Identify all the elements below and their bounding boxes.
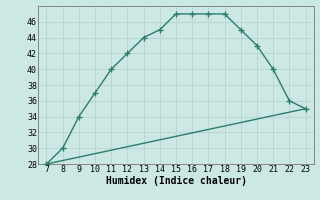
X-axis label: Humidex (Indice chaleur): Humidex (Indice chaleur) [106, 176, 246, 186]
